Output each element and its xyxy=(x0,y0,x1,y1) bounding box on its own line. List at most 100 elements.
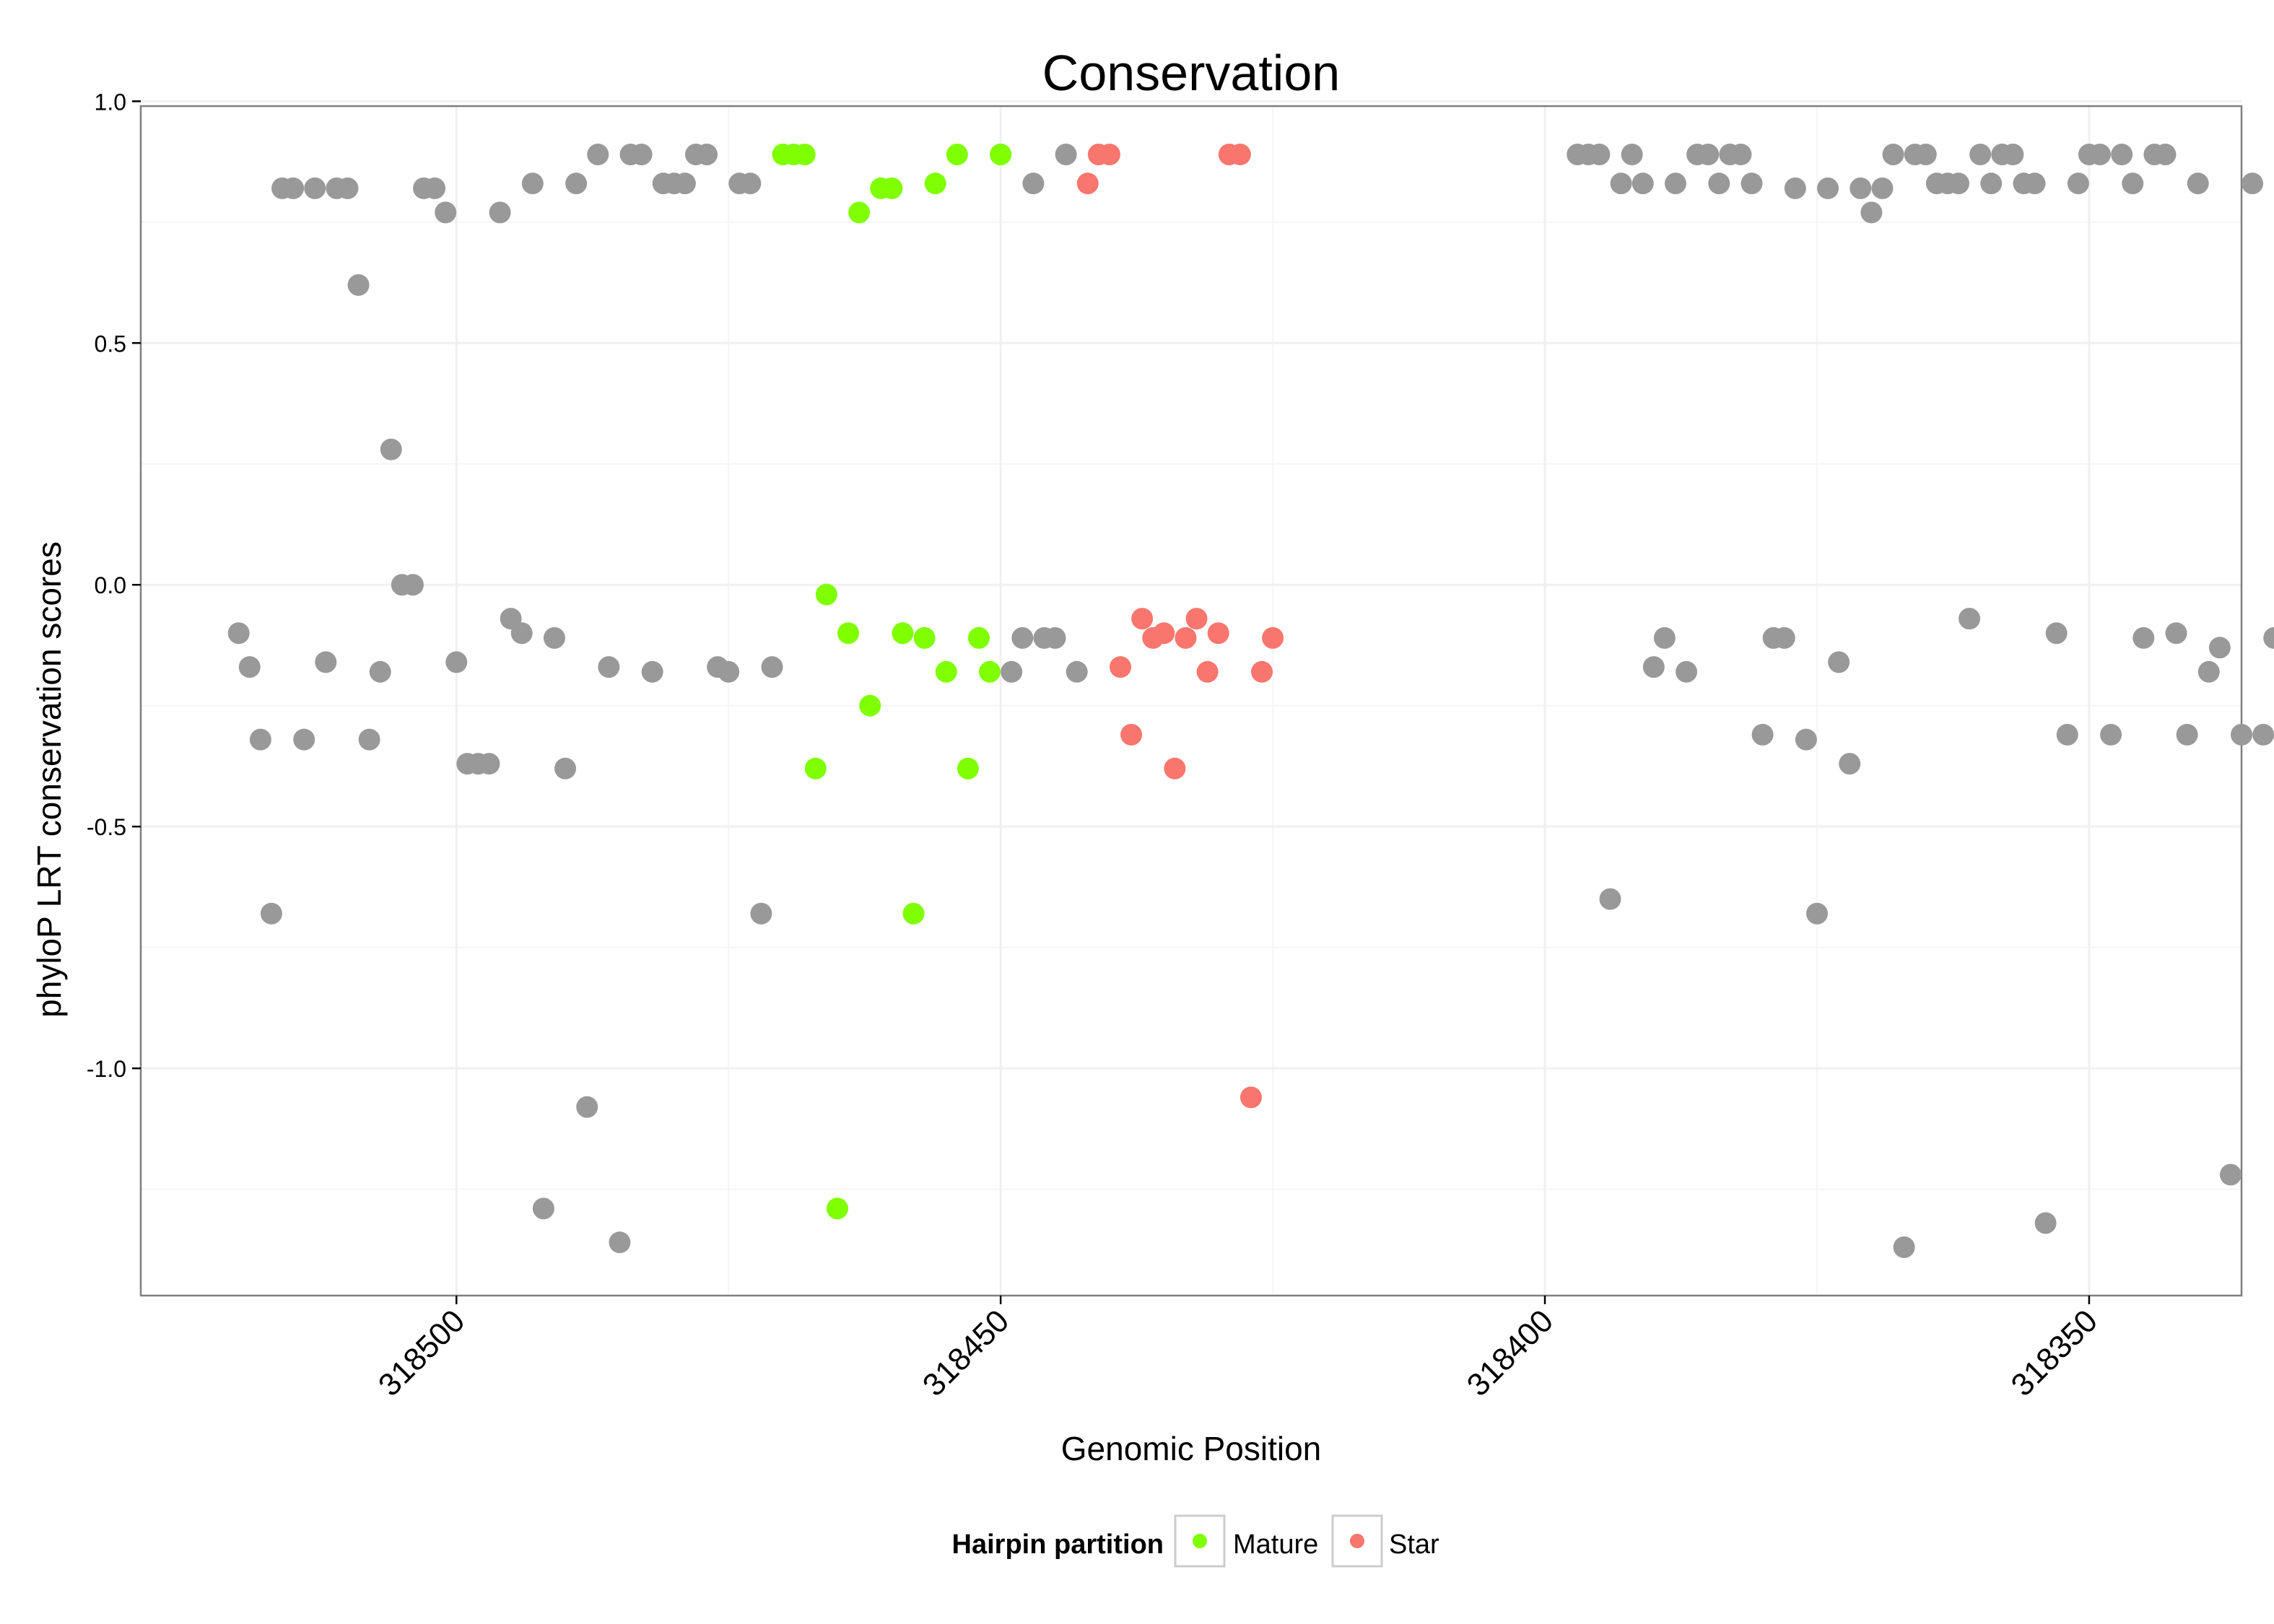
data-point-other xyxy=(2023,173,2046,195)
data-point-other xyxy=(1001,660,1023,683)
data-point-other xyxy=(2100,723,2122,746)
data-point-other xyxy=(2208,637,2231,659)
data-point-star xyxy=(1076,173,1099,195)
data-point-other xyxy=(576,1096,598,1118)
y-tick-label: -0.5 xyxy=(87,814,126,840)
data-point-other xyxy=(1980,173,2003,195)
data-point-other xyxy=(1741,173,1763,195)
data-point-other xyxy=(510,622,533,645)
data-point-other xyxy=(1871,177,1894,199)
data-point-mature xyxy=(881,177,903,199)
data-point-other xyxy=(2154,143,2177,165)
legend-item-star: Star xyxy=(1331,1514,1439,1568)
data-point-mature xyxy=(793,143,816,165)
data-point-other xyxy=(761,656,783,678)
data-point-other xyxy=(227,622,250,645)
data-point-mature xyxy=(946,143,968,165)
data-point-star xyxy=(1153,622,1175,645)
data-point-other xyxy=(315,651,337,673)
data-point-other xyxy=(1795,728,1817,751)
data-point-star xyxy=(1109,656,1131,678)
data-point-other xyxy=(489,201,511,224)
data-point-other xyxy=(1805,902,1828,925)
data-point-mature xyxy=(913,627,936,649)
data-point-other xyxy=(1621,143,1643,165)
data-point-other xyxy=(674,173,696,195)
data-point-other xyxy=(369,660,391,683)
data-point-other xyxy=(609,1231,631,1254)
data-point-other xyxy=(598,656,620,678)
data-point-star xyxy=(1207,622,1229,645)
data-point-other xyxy=(347,274,370,296)
data-point-other xyxy=(358,728,380,751)
y-tick-label: -1.0 xyxy=(87,1056,126,1082)
data-point-other xyxy=(1044,627,1066,649)
data-point-other xyxy=(2165,622,2187,645)
chart-title: Conservation xyxy=(1042,45,1340,101)
data-point-mature xyxy=(967,627,990,649)
data-point-mature xyxy=(902,902,925,925)
data-point-other xyxy=(336,177,359,199)
data-point-other xyxy=(1011,627,1034,649)
data-point-mature xyxy=(990,143,1012,165)
data-point-other xyxy=(401,574,424,596)
data-point-other xyxy=(532,1197,554,1220)
y-tick-label: 1.0 xyxy=(95,89,126,115)
data-point-other xyxy=(282,177,305,199)
data-point-other xyxy=(2067,173,2089,195)
data-point-other xyxy=(2231,723,2252,746)
data-point-other xyxy=(1914,143,1937,165)
data-point-star xyxy=(1120,723,1143,746)
data-point-mature xyxy=(892,622,914,645)
data-point-other xyxy=(1588,143,1611,165)
data-point-mature xyxy=(957,757,979,780)
data-point-other xyxy=(293,728,315,751)
data-point-other xyxy=(1730,143,1752,165)
data-point-other xyxy=(1708,173,1730,195)
data-point-other xyxy=(565,173,588,195)
data-point-other xyxy=(1632,173,1654,195)
data-point-other xyxy=(2176,723,2198,746)
data-point-other xyxy=(1969,143,1992,165)
data-point-other xyxy=(750,902,772,925)
data-point-other xyxy=(696,143,718,165)
data-point-other xyxy=(1676,660,1698,683)
data-point-other xyxy=(1066,660,1088,683)
data-point-other xyxy=(1697,143,1720,165)
data-point-other xyxy=(2187,173,2209,195)
data-point-star xyxy=(1185,608,1208,630)
data-point-other xyxy=(554,757,577,780)
legend-item-mature: Mature xyxy=(1174,1514,1318,1568)
data-point-other xyxy=(478,753,500,775)
data-point-other xyxy=(304,177,326,199)
data-point-other xyxy=(1828,651,1850,673)
data-point-star xyxy=(1240,1086,1262,1109)
data-point-star xyxy=(1251,660,1273,683)
data-point-other xyxy=(1599,888,1621,910)
data-point-mature xyxy=(935,660,957,683)
x-axis-label: Genomic Position xyxy=(1061,1430,1322,1467)
y-axis: 1.0 0.5 0.0 -0.5 -1.0 xyxy=(87,89,141,1082)
data-point-other xyxy=(1882,143,1904,165)
data-point-other xyxy=(718,660,740,683)
data-point-mature xyxy=(826,1197,848,1220)
y-tick-label: 0.0 xyxy=(95,572,126,598)
y-axis-label: phyloP LRT conservation scores xyxy=(30,541,68,1018)
data-point-star xyxy=(1175,627,1197,649)
data-point-other xyxy=(380,438,402,460)
data-point-other xyxy=(521,173,544,195)
data-point-other xyxy=(260,902,282,925)
data-point-other xyxy=(1610,173,1632,195)
data-point-other xyxy=(2133,627,2155,649)
legend-label-mature: Mature xyxy=(1233,1529,1318,1560)
data-point-other xyxy=(445,651,468,673)
data-point-other xyxy=(1055,143,1077,165)
legend-marker-mature xyxy=(1193,1534,1207,1548)
data-point-other xyxy=(2263,627,2274,649)
data-point-other xyxy=(641,660,663,683)
data-point-other xyxy=(1850,177,1872,199)
data-point-other xyxy=(630,143,653,165)
data-point-star xyxy=(1196,660,1219,683)
